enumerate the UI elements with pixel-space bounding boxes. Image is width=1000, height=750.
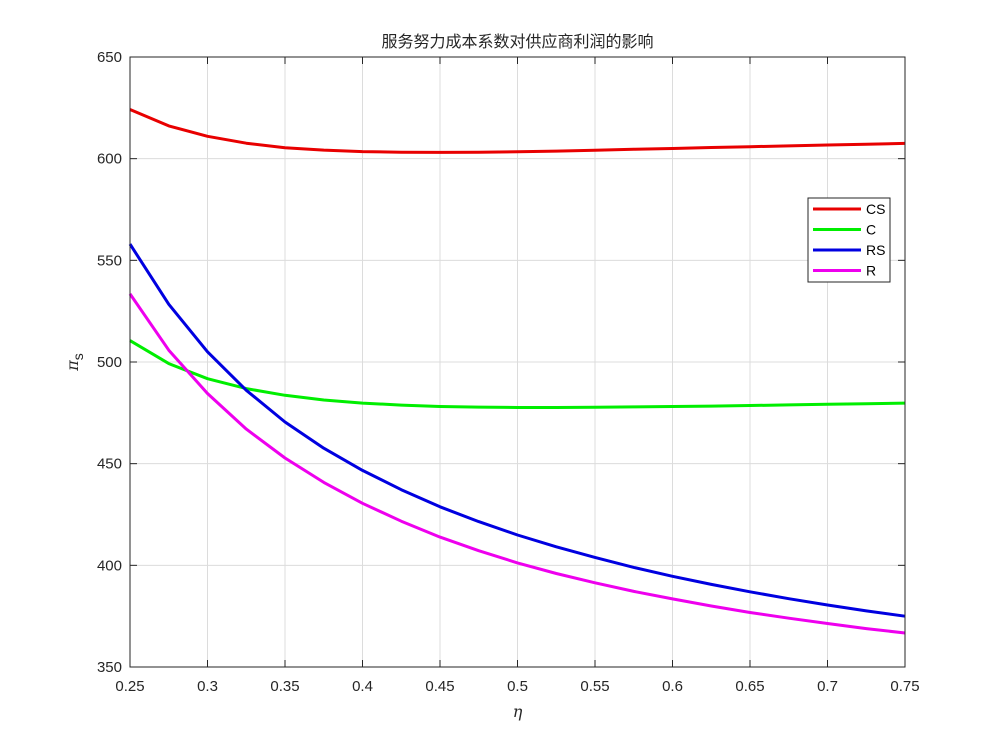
axis-ticks: 0.25 0.3 0.35 0.4 0.45 0.5 0.55 0.6 0.65 0.7 0.75 3… — [97, 49, 920, 695]
x-tick-label: 0.65 — [735, 678, 764, 695]
y-axis-label-symbol: π — [63, 360, 82, 372]
y-tick-label: 450 — [97, 456, 122, 473]
x-tick-label: 0.45 — [425, 678, 454, 695]
legend-label-rs: RS — [866, 242, 885, 258]
x-tick-label: 0.25 — [115, 678, 144, 695]
x-tick-label: 0.3 — [197, 678, 218, 695]
y-tick-label: 600 — [97, 151, 122, 168]
legend-box — [807, 197, 891, 283]
legend-label-r: R — [866, 263, 876, 279]
series-line-cs — [129, 108, 906, 154]
y-axis-label-subscript: s — [70, 353, 86, 360]
series-lines — [128, 108, 906, 635]
x-tick-label: 0.35 — [270, 678, 299, 695]
series-line-c — [129, 339, 906, 409]
y-tick-label: 500 — [97, 354, 122, 371]
x-tick-label: 0.7 — [817, 678, 838, 695]
series-line-rs — [128, 243, 906, 618]
x-axis-label: η — [513, 702, 523, 721]
y-tick-label: 350 — [97, 659, 122, 676]
x-tick-label: 0.5 — [507, 678, 528, 695]
legend-label-cs: CS — [866, 201, 885, 217]
y-tick-label: 400 — [97, 557, 122, 574]
y-tick-label: 550 — [97, 252, 122, 269]
y-axis-label: πs — [63, 353, 86, 372]
x-tick-label: 0.4 — [352, 678, 373, 695]
legend: CS C RS R — [807, 197, 891, 283]
legend-label-c: C — [866, 222, 876, 238]
y-tick-label: 650 — [97, 49, 122, 66]
x-tick-label: 0.75 — [890, 678, 919, 695]
series-line-r — [128, 293, 906, 635]
x-tick-label: 0.6 — [662, 678, 683, 695]
x-tick-label: 0.55 — [580, 678, 609, 695]
chart-title: 服务努力成本系数对供应商利润的影响 — [381, 32, 653, 51]
